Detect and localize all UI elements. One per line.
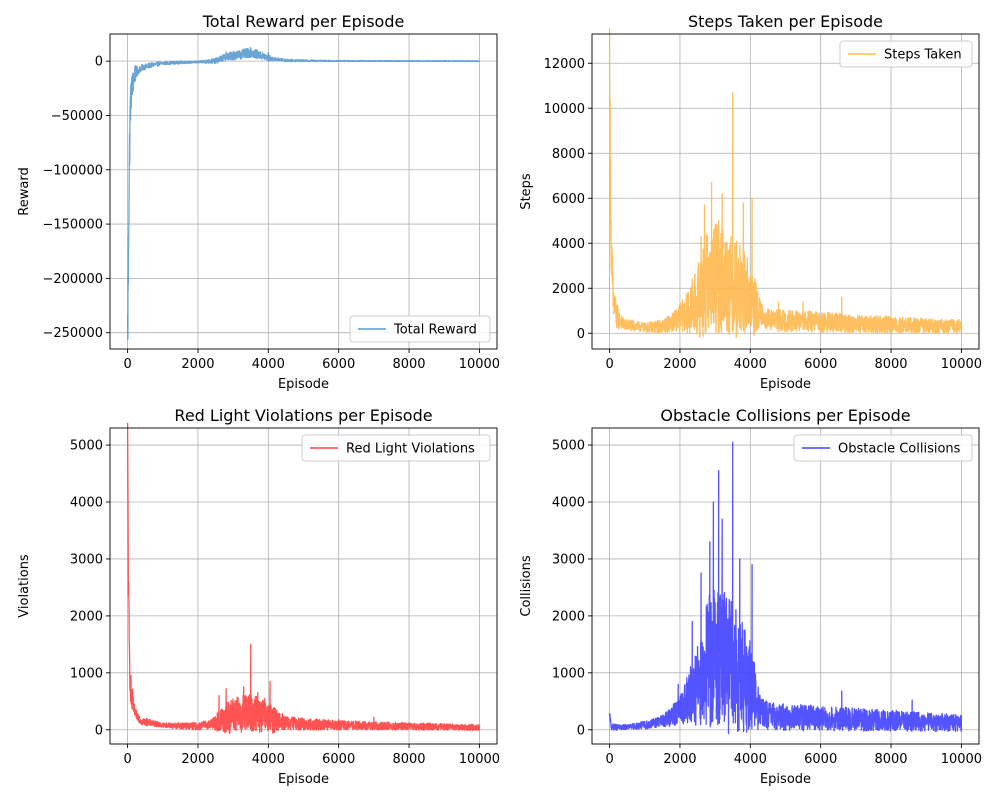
x-tick-label: 10000 [459, 752, 500, 767]
y-tick-label: 5000 [552, 439, 585, 454]
y-tick-label: 3000 [70, 552, 103, 567]
y-tick-label: 2000 [552, 282, 585, 297]
y-tick-label: 3000 [552, 552, 585, 567]
plot-frame [591, 33, 980, 350]
y-tick-label: 0 [577, 723, 585, 738]
x-axis-label: Episode [760, 377, 811, 392]
x-tick-label: 10000 [459, 357, 500, 372]
y-tick-label: 4000 [70, 496, 103, 511]
series-line-1 [126, 47, 480, 340]
chart-panel-4: 0 2000 4000 6000 8000 10000 0 1000 2000 3000 4000 5… [519, 406, 982, 787]
x-tick-label: 10000 [941, 357, 982, 372]
y-tick-label: 2000 [552, 609, 585, 624]
x-tick-label: 4000 [734, 752, 767, 767]
series-line-1 [608, 441, 963, 735]
y-tick-label: −250000 [42, 326, 103, 341]
y-tick-label: 4000 [552, 237, 585, 252]
y-tick-label: 1000 [70, 666, 103, 681]
x-tick-label: 8000 [874, 752, 907, 767]
legend-label: Red Light Violations [346, 442, 475, 457]
y-tick-label: −150000 [42, 218, 103, 233]
y-axis-label: Reward [17, 167, 32, 215]
x-tick-label: 0 [123, 752, 131, 767]
y-tick-label: 10000 [544, 102, 585, 117]
x-tick-label: 2000 [181, 357, 214, 372]
x-tick-label: 10000 [941, 752, 982, 767]
y-tick-label: 0 [95, 55, 103, 70]
plot-frame [109, 427, 498, 745]
legend-box [839, 40, 973, 68]
x-tick-label: 8000 [874, 357, 907, 372]
y-tick-label: 5000 [70, 439, 103, 454]
x-tick-label: 4000 [734, 357, 767, 372]
legend: Steps Taken [839, 40, 973, 68]
y-tick-label: 2000 [70, 609, 103, 624]
chart-title: Obstacle Collisions per Episode [660, 406, 910, 425]
x-tick-label: 8000 [392, 752, 425, 767]
y-tick-label: 8000 [552, 147, 585, 162]
y-tick-label: −100000 [42, 163, 103, 178]
legend-box [793, 434, 973, 462]
y-tick-label: 6000 [552, 192, 585, 207]
legend: Obstacle Collisions [793, 434, 973, 462]
y-tick-label: −50000 [51, 109, 103, 124]
y-axis-label: Collisions [519, 555, 534, 616]
y-tick-label: −200000 [42, 272, 103, 287]
chart-title: Red Light Violations per Episode [174, 406, 432, 425]
series-line-1 [126, 422, 481, 734]
x-tick-label: 8000 [392, 357, 425, 372]
series-line-1 [608, 28, 963, 339]
y-tick-label: 0 [95, 723, 103, 738]
x-tick-label: 0 [123, 357, 131, 372]
legend-box [349, 315, 491, 343]
x-tick-label: 2000 [663, 357, 696, 372]
x-tick-label: 0 [605, 357, 613, 372]
chart-title: Steps Taken per Episode [688, 12, 883, 31]
chart-panel-1: 0 2000 4000 6000 8000 10000 0 −50000 −100000 −150… [17, 12, 500, 392]
x-tick-label: 4000 [252, 752, 285, 767]
y-tick-label: 4000 [552, 496, 585, 511]
y-axis-label: Violations [17, 554, 32, 618]
x-axis-label: Episode [278, 772, 329, 787]
legend: Red Light Violations [301, 434, 491, 462]
plot-frame [591, 427, 980, 745]
x-axis-label: Episode [278, 377, 329, 392]
x-tick-label: 6000 [804, 357, 837, 372]
legend-label: Obstacle Collisions [838, 442, 961, 457]
x-tick-label: 2000 [663, 752, 696, 767]
legend: Total Reward [349, 315, 491, 343]
plot-frame [109, 33, 498, 350]
x-axis-label: Episode [760, 772, 811, 787]
legend-label: Steps Taken [884, 48, 962, 63]
y-axis-label: Steps [519, 173, 534, 210]
y-tick-label: 1000 [552, 666, 585, 681]
y-tick-label: 0 [577, 327, 585, 342]
chart-panel-3: 0 2000 4000 6000 8000 10000 0 1000 2000 3000 4000 5… [17, 406, 500, 787]
x-tick-label: 6000 [322, 752, 355, 767]
chart-title: Total Reward per Episode [202, 12, 405, 31]
x-tick-label: 4000 [252, 357, 285, 372]
chart-panel-2: 0 2000 4000 6000 8000 10000 0 2000 4000 6000 8000 1… [519, 12, 982, 392]
x-tick-label: 6000 [804, 752, 837, 767]
legend-label: Total Reward [393, 323, 477, 338]
x-tick-label: 2000 [181, 752, 214, 767]
y-tick-label: 12000 [544, 57, 585, 72]
x-tick-label: 0 [605, 752, 613, 767]
legend-box [301, 434, 491, 462]
x-tick-label: 6000 [322, 357, 355, 372]
